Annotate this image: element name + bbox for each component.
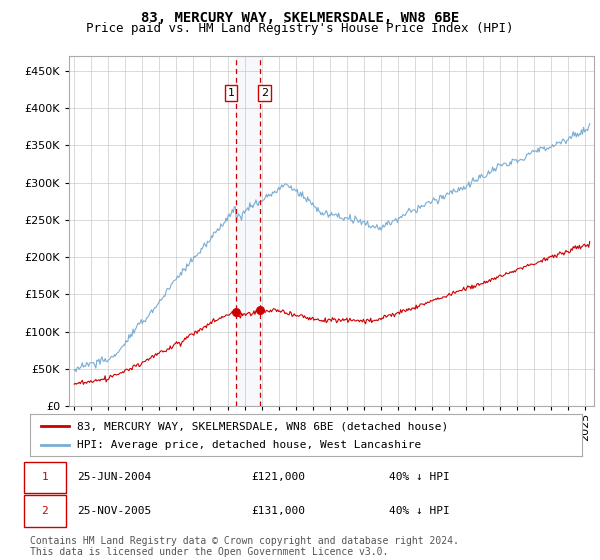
Text: 1: 1 — [41, 473, 48, 482]
Text: 83, MERCURY WAY, SKELMERSDALE, WN8 6BE: 83, MERCURY WAY, SKELMERSDALE, WN8 6BE — [141, 11, 459, 25]
Point — [255, 305, 265, 314]
Text: Price paid vs. HM Land Registry's House Price Index (HPI): Price paid vs. HM Land Registry's House … — [86, 22, 514, 35]
Text: HPI: Average price, detached house, West Lancashire: HPI: Average price, detached house, West… — [77, 440, 421, 450]
Text: 40% ↓ HPI: 40% ↓ HPI — [389, 506, 449, 516]
Text: 25-JUN-2004: 25-JUN-2004 — [77, 473, 151, 482]
FancyBboxPatch shape — [25, 496, 66, 526]
Text: £121,000: £121,000 — [251, 473, 305, 482]
Bar — [236, 56, 260, 406]
Text: Contains HM Land Registry data © Crown copyright and database right 2024.
This d: Contains HM Land Registry data © Crown c… — [30, 535, 459, 557]
Text: 25-NOV-2005: 25-NOV-2005 — [77, 506, 151, 516]
FancyBboxPatch shape — [25, 462, 66, 493]
Text: 1: 1 — [227, 88, 235, 98]
Point — [231, 308, 241, 317]
Text: £131,000: £131,000 — [251, 506, 305, 516]
Text: 2: 2 — [261, 88, 268, 98]
Text: 2: 2 — [41, 506, 48, 516]
Text: 83, MERCURY WAY, SKELMERSDALE, WN8 6BE (detached house): 83, MERCURY WAY, SKELMERSDALE, WN8 6BE (… — [77, 421, 448, 431]
Text: 40% ↓ HPI: 40% ↓ HPI — [389, 473, 449, 482]
